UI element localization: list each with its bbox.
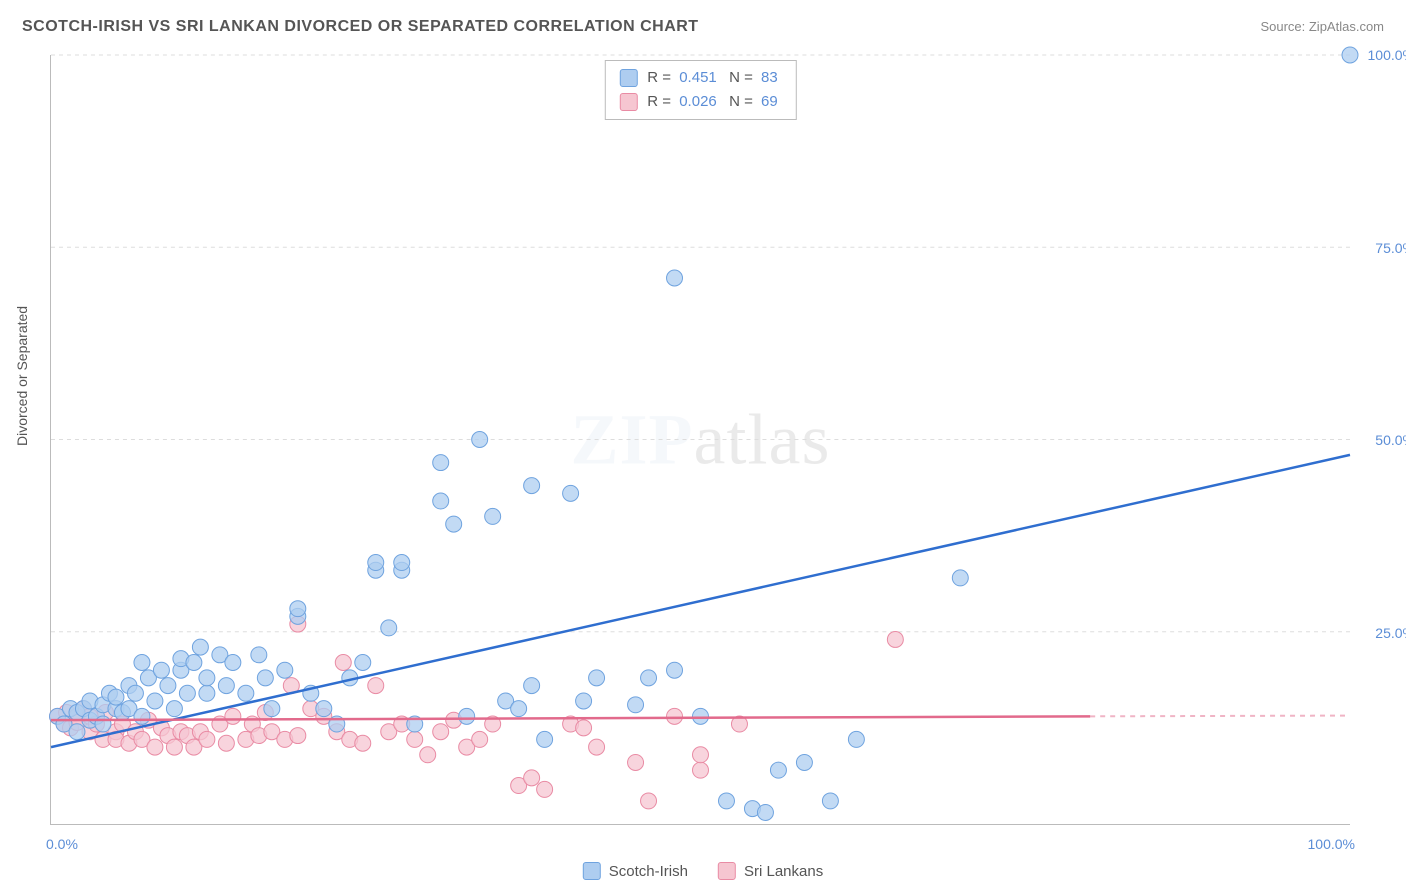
- legend-stats: R = 0.451 N = 83 R = 0.026 N = 69: [604, 60, 796, 120]
- legend-stats-row-1: R = 0.026 N = 69: [619, 90, 781, 114]
- x-tick-max: 100.0%: [1308, 836, 1355, 852]
- y-tick-label: 100.0%: [1368, 47, 1406, 63]
- x-tick-min: 0.0%: [46, 836, 78, 852]
- y-axis-title: Divorced or Separated: [14, 306, 30, 446]
- legend-label-0: Scotch-Irish: [609, 863, 688, 880]
- swatch-series-0: [619, 69, 637, 87]
- legend-item-0: Scotch-Irish: [583, 862, 688, 880]
- legend-item-1: Sri Lankans: [718, 862, 823, 880]
- y-tick-label: 75.0%: [1375, 240, 1406, 256]
- source-label: Source: ZipAtlas.com: [1260, 19, 1384, 34]
- y-tick-label: 25.0%: [1375, 625, 1406, 641]
- swatch-bottom-1: [718, 862, 736, 880]
- chart-title: SCOTCH-IRISH VS SRI LANKAN DIVORCED OR S…: [22, 18, 699, 36]
- plot-area: ZIPatlas 25.0%50.0%75.0%100.0% 0.0% 100.…: [50, 55, 1350, 825]
- legend-stats-row-0: R = 0.451 N = 83: [619, 66, 781, 90]
- swatch-series-1: [619, 93, 637, 111]
- legend-bottom: Scotch-Irish Sri Lankans: [583, 862, 823, 880]
- legend-label-1: Sri Lankans: [744, 863, 823, 880]
- chart-svg: [51, 55, 1350, 824]
- swatch-bottom-0: [583, 862, 601, 880]
- y-tick-label: 50.0%: [1375, 432, 1406, 448]
